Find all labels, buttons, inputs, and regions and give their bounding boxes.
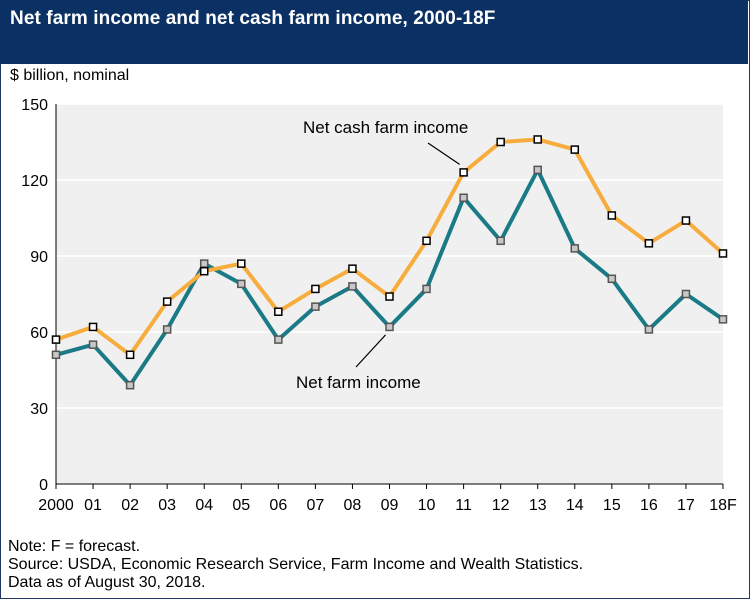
x-tick-label: 2000 xyxy=(38,497,74,514)
x-tick-label: 14 xyxy=(566,497,584,514)
point-net-farm-income xyxy=(88,340,98,349)
chart-header: Net farm income and net cash farm income… xyxy=(0,0,748,64)
x-tick-label: 01 xyxy=(84,497,102,514)
point-net-cash-farm-income xyxy=(385,292,394,301)
point-net-farm-income xyxy=(681,289,691,299)
point-net-cash-farm-income xyxy=(162,297,172,306)
point-net-cash-farm-income xyxy=(311,284,320,294)
x-tick-label: 11 xyxy=(455,497,472,514)
chart-title: Net farm income and net cash farm income… xyxy=(10,8,496,29)
x-tick-label: 05 xyxy=(232,497,250,514)
y-axis-ticks: 0 30 60 90 120 150 xyxy=(21,97,48,494)
y-tick-label: 60 xyxy=(30,325,48,342)
point-net-farm-income xyxy=(718,315,728,324)
x-tick-label: 08 xyxy=(344,497,362,514)
point-net-cash-farm-income xyxy=(570,145,580,154)
point-net-farm-income xyxy=(311,302,320,311)
y-tick-label: 90 xyxy=(30,249,48,266)
point-net-cash-farm-income xyxy=(422,236,431,246)
x-tick-label: 16 xyxy=(640,497,658,514)
date-line: Data as of August 30, 2018. xyxy=(8,574,206,591)
x-tick-label: 06 xyxy=(269,497,287,514)
point-net-cash-farm-income xyxy=(237,259,246,268)
point-net-cash-farm-income xyxy=(644,239,654,248)
point-net-farm-income xyxy=(422,284,431,294)
x-tick-label: 03 xyxy=(158,497,176,514)
note-line: Note: F = forecast. xyxy=(8,538,141,555)
point-net-cash-farm-income xyxy=(496,137,505,147)
source-line: Source: USDA, Economic Research Service,… xyxy=(8,556,584,573)
point-net-cash-farm-income xyxy=(607,211,617,220)
series-lines xyxy=(51,135,728,390)
point-net-farm-income xyxy=(237,279,246,289)
x-tick-label: 18F xyxy=(709,497,737,514)
point-net-cash-farm-income xyxy=(274,307,283,316)
point-net-farm-income xyxy=(348,282,357,291)
point-net-cash-farm-income xyxy=(348,264,357,273)
y-tick-label: 120 xyxy=(21,173,48,190)
x-tick-label: 12 xyxy=(492,497,510,514)
x-tick-label: 17 xyxy=(677,497,695,514)
y-tick-label: 150 xyxy=(21,97,48,114)
y-tick-label: 30 xyxy=(30,401,48,418)
point-net-farm-income xyxy=(385,322,394,332)
point-net-farm-income xyxy=(51,350,61,360)
label-net-farm-income: Net farm income xyxy=(296,373,421,392)
leader-line-net-cash xyxy=(427,142,460,165)
point-net-farm-income xyxy=(644,325,654,334)
x-tick-label: 13 xyxy=(529,497,547,514)
point-net-farm-income xyxy=(533,165,542,175)
leader-line-net-farm xyxy=(355,334,386,368)
point-net-farm-income xyxy=(607,274,617,284)
x-tick-label: 10 xyxy=(418,497,436,514)
point-net-farm-income xyxy=(199,259,209,268)
point-net-cash-farm-income xyxy=(681,216,691,225)
x-tick-label: 07 xyxy=(306,497,324,514)
x-tick-label: 02 xyxy=(121,497,139,514)
point-net-cash-farm-income xyxy=(199,266,209,276)
x-axis-ticks: 2000 01 02 03 04 05 06 07 08 09 10 11 12 13 14 15 16 17 18… xyxy=(38,484,737,514)
point-net-farm-income xyxy=(125,380,135,390)
point-net-farm-income xyxy=(274,335,283,344)
point-net-cash-farm-income xyxy=(88,322,98,332)
y-tick-label: 0 xyxy=(39,477,48,494)
point-net-farm-income xyxy=(459,193,468,202)
point-net-cash-farm-income xyxy=(718,249,728,258)
y-axis-units-label: $ billion, nominal xyxy=(10,67,130,84)
x-tick-label: 09 xyxy=(381,497,399,514)
point-net-cash-farm-income xyxy=(533,135,542,144)
x-tick-label: 15 xyxy=(603,497,621,514)
point-net-farm-income xyxy=(496,236,505,246)
point-net-farm-income xyxy=(162,325,172,334)
point-net-cash-farm-income xyxy=(459,168,468,177)
label-net-cash-farm-income: Net cash farm income xyxy=(303,118,468,137)
series-labels: Net cash farm income Net farm income xyxy=(296,118,468,392)
point-net-farm-income xyxy=(570,244,580,253)
chart-notes: Note: F = forecast. Source: USDA, Econom… xyxy=(8,538,583,592)
point-net-cash-farm-income xyxy=(51,335,61,344)
point-net-cash-farm-income xyxy=(125,350,135,360)
x-tick-label: 04 xyxy=(195,497,213,514)
